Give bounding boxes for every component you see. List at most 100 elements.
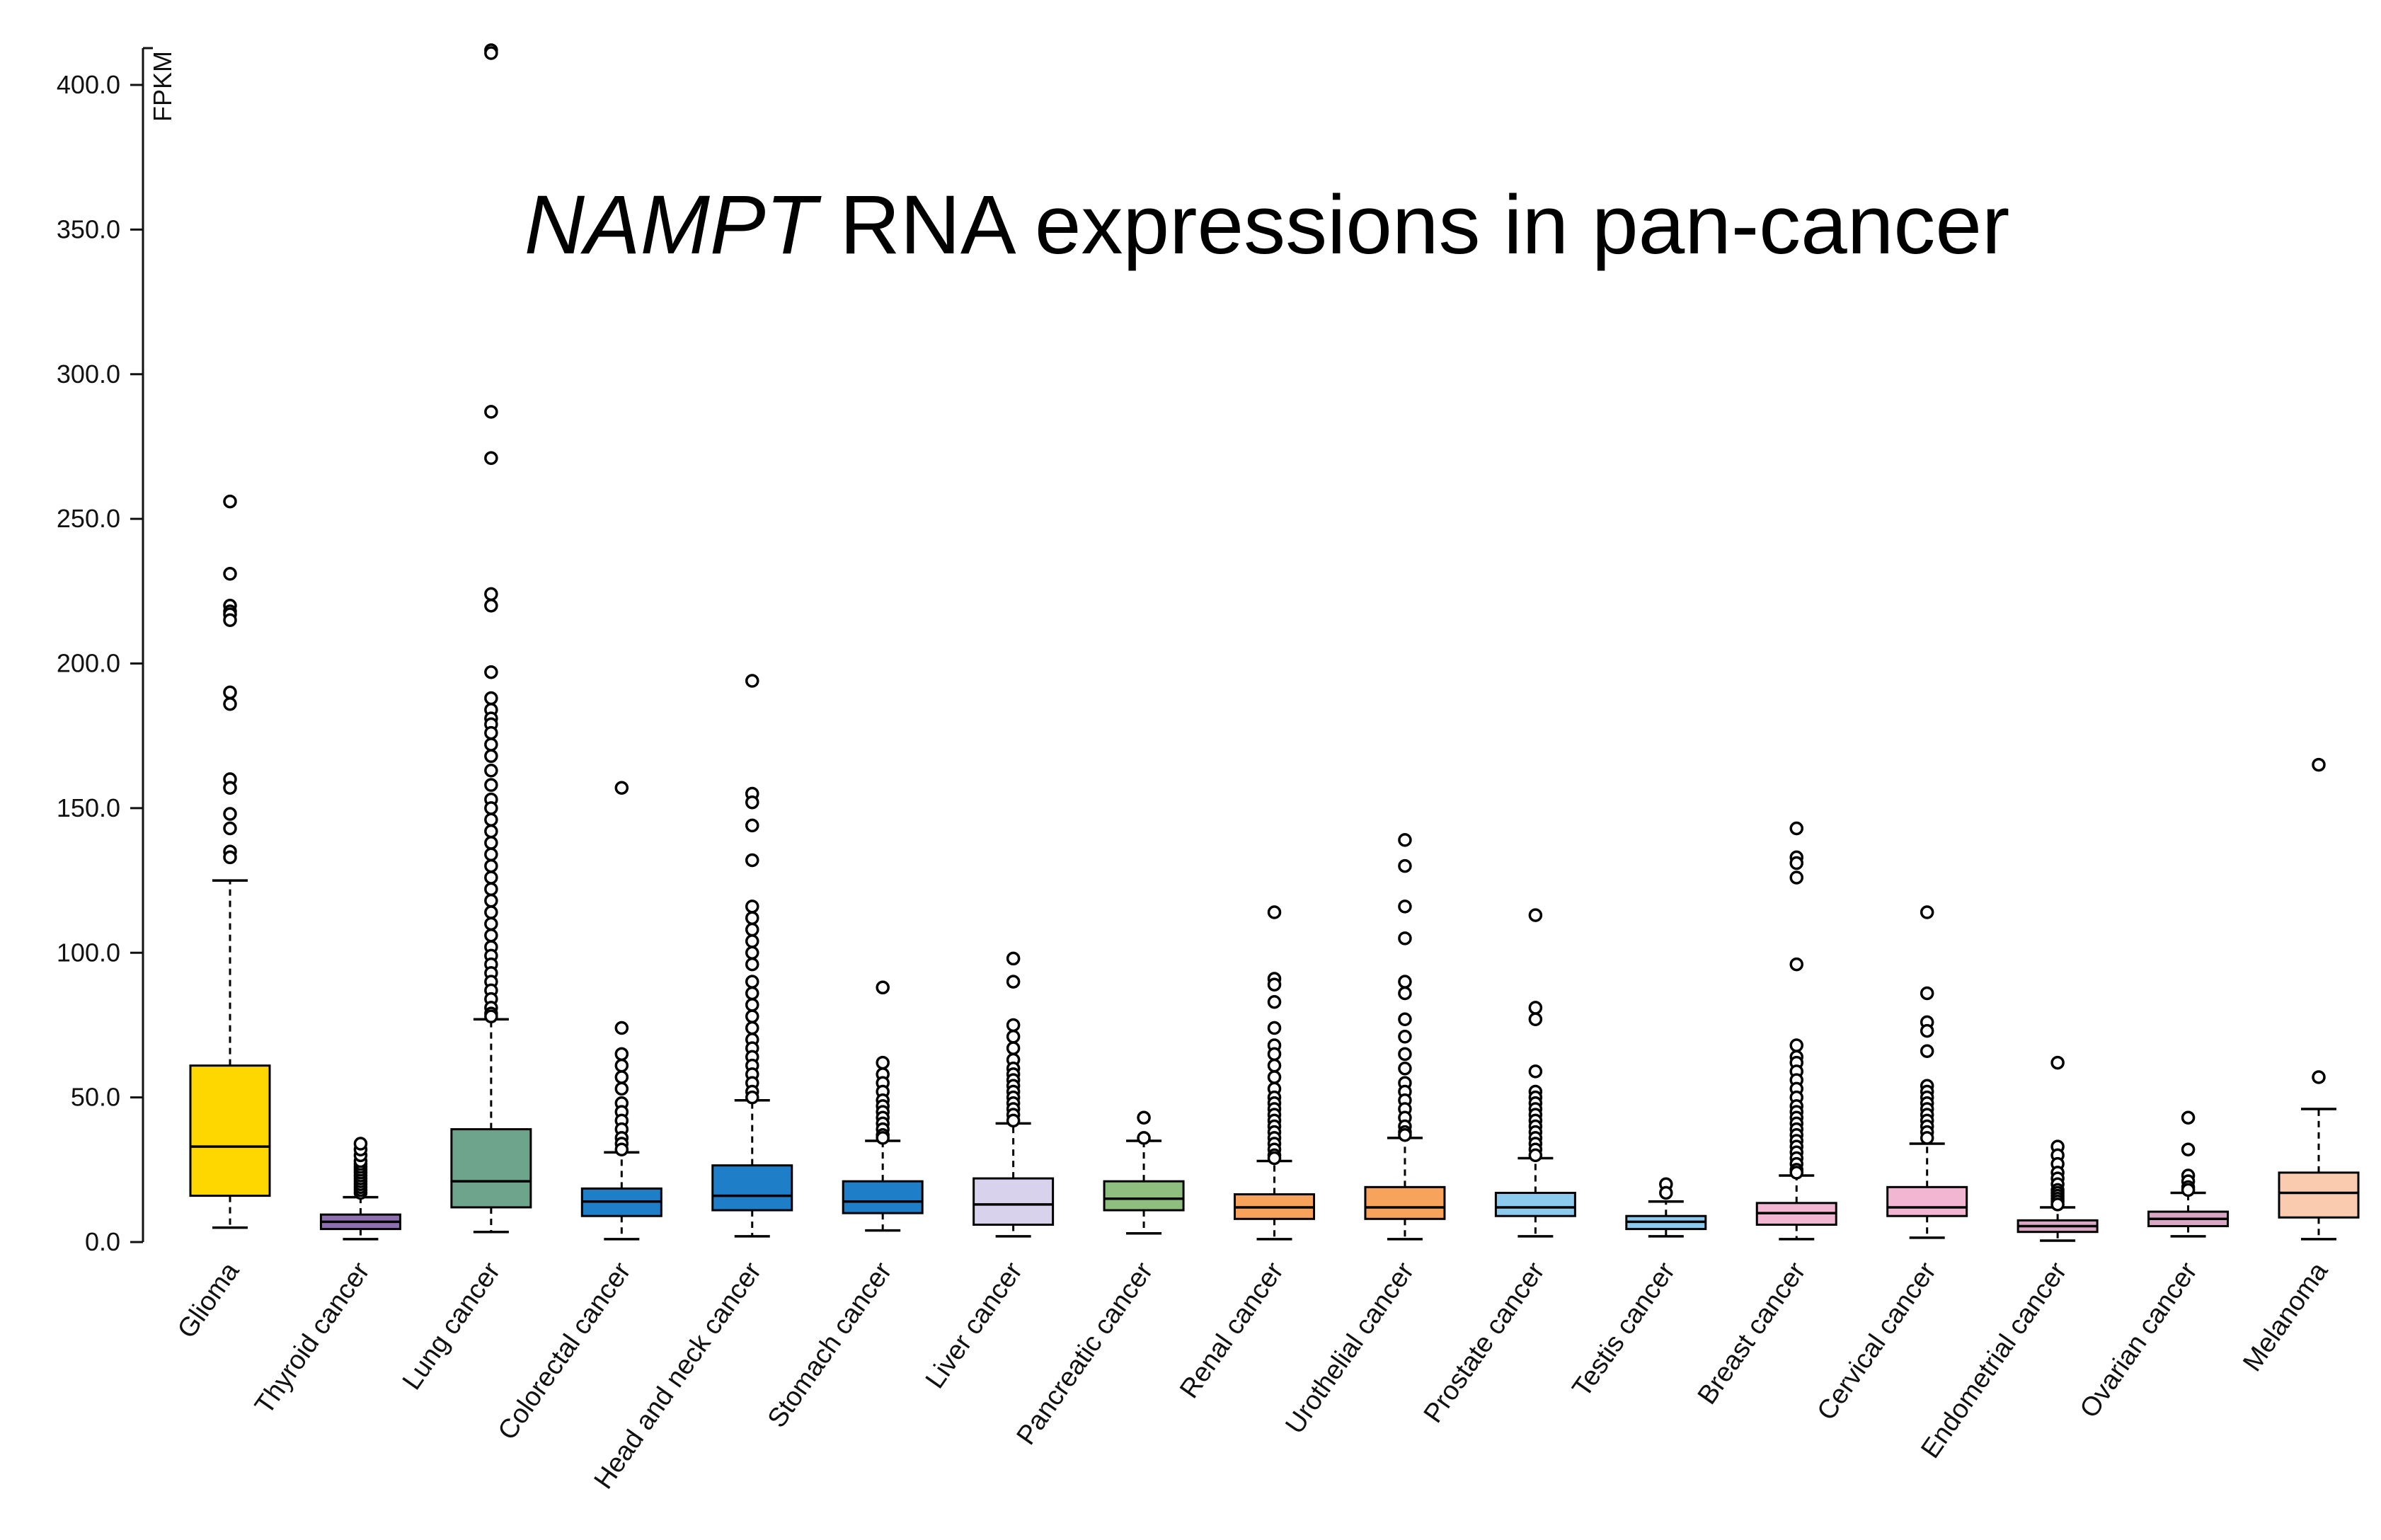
outlier-point <box>223 821 237 836</box>
outlier-point <box>1789 1038 1803 1052</box>
outlier-point <box>1137 1110 1151 1125</box>
category-label: Glioma <box>172 1256 246 1343</box>
outlier-point <box>484 778 498 792</box>
outlier-point <box>1398 900 1412 914</box>
y-tick-label: 200.0 <box>57 649 120 678</box>
outlier-point <box>484 928 498 943</box>
outlier-point <box>745 1090 759 1105</box>
outlier-point <box>484 587 498 602</box>
outlier-point <box>745 946 759 960</box>
outlier-point <box>1920 1023 1934 1038</box>
iqr-box <box>189 1064 271 1197</box>
outlier-point <box>1006 1030 1021 1044</box>
outlier-point <box>484 905 498 919</box>
outlier-point <box>745 900 759 914</box>
outlier-point <box>1789 821 1803 836</box>
outlier-point <box>484 870 498 885</box>
iqr-box <box>973 1177 1055 1226</box>
outlier-point <box>745 853 759 868</box>
outlier-point <box>1398 1062 1412 1076</box>
outlier-point <box>614 781 629 795</box>
outlier-point <box>1267 1070 1282 1084</box>
outlier-point <box>484 763 498 778</box>
box-11 <box>1625 1177 1707 1238</box>
outlier-point <box>745 922 759 937</box>
category-label: Testis cancer <box>1567 1257 1682 1403</box>
y-tick-label: 0.0 <box>85 1227 120 1256</box>
y-tick-label: 350.0 <box>57 214 120 243</box>
outlier-point <box>1267 905 1282 919</box>
outlier-point <box>745 1009 759 1023</box>
category-label: Liver cancer <box>920 1257 1028 1394</box>
outlier-point <box>484 737 498 752</box>
box-7 <box>1103 1110 1185 1235</box>
x-axis-labels: Glioma Thyroid cancer Lung cancerColorecta… <box>172 1256 2334 1494</box>
outlier-point <box>1528 1001 1543 1015</box>
category-label: Endometrial cancer <box>1915 1257 2072 1464</box>
y-tick-label: 400.0 <box>57 70 120 99</box>
box-8 <box>1234 905 1315 1241</box>
iqr-box <box>1886 1185 1968 1217</box>
outlier-point <box>745 986 759 1001</box>
iqr-box <box>1494 1192 1576 1217</box>
outlier-point <box>484 405 498 419</box>
outlier-point <box>1267 1047 1282 1062</box>
box-15 <box>2147 1110 2230 1238</box>
outlier-point <box>484 691 498 706</box>
outlier-point <box>1789 1166 1803 1180</box>
outlier-point <box>876 1055 890 1070</box>
y-tick-label: 100.0 <box>57 938 120 967</box>
outlier-point <box>1137 1131 1151 1145</box>
outlier-point <box>2312 757 2326 772</box>
outlier-point <box>1398 975 1412 989</box>
outlier-point <box>745 975 759 989</box>
iqr-box <box>2278 1171 2360 1219</box>
y-axis: 0.0 50.0 100.0 150.0 200.0 250.0 300.0 350.0 400… <box>57 47 177 1256</box>
category-label: Renal cancer <box>1174 1257 1290 1404</box>
outlier-point <box>2312 1070 2326 1084</box>
outlier-point <box>614 1142 629 1156</box>
box-5 <box>842 980 924 1232</box>
box-3 <box>580 781 662 1241</box>
outlier-point <box>484 451 498 466</box>
outlier-point <box>223 696 237 711</box>
category-label: Prostate cancer <box>1418 1257 1551 1428</box>
category-label: Melanoma <box>2237 1256 2334 1377</box>
outlier-point <box>1398 858 1412 873</box>
box-6 <box>973 951 1055 1238</box>
outlier-point <box>745 934 759 948</box>
box-series <box>189 43 2360 1242</box>
iqr-box <box>842 1180 924 1214</box>
outlier-point <box>2181 1142 2196 1156</box>
outlier-point <box>484 916 498 931</box>
outlier-point <box>614 1070 629 1084</box>
outlier-point <box>353 1137 368 1151</box>
category-label: Cervical cancer <box>1811 1257 1942 1426</box>
outlier-point <box>1267 994 1282 1009</box>
outlier-point <box>2050 1197 2065 1212</box>
category-label: Lung cancer <box>397 1257 507 1396</box>
outlier-point <box>876 980 890 995</box>
outlier-point <box>1398 1012 1412 1027</box>
box-4 <box>711 674 793 1238</box>
box-10 <box>1494 908 1576 1238</box>
outlier-point <box>745 957 759 972</box>
outlier-point <box>1920 1044 1934 1058</box>
outlier-point <box>223 807 237 821</box>
outlier-point <box>484 858 498 873</box>
iqr-box <box>450 1128 532 1209</box>
chart-title-gene: NAMPT <box>524 178 822 272</box>
box-16 <box>2278 757 2360 1241</box>
chart-title-rest: RNA expressions in pan-cancer <box>817 178 2010 272</box>
box-12 <box>1755 821 1837 1241</box>
outlier-point <box>2181 1110 2196 1125</box>
y-tick-label: 250.0 <box>57 504 120 533</box>
outlier-point <box>2050 1055 2065 1070</box>
outlier-point <box>1398 931 1412 946</box>
y-axis-label: FPKM <box>148 51 177 122</box>
outlier-point <box>1267 1058 1282 1073</box>
outlier-point <box>745 911 759 925</box>
outlier-point <box>484 812 498 827</box>
outlier-point <box>1789 856 1803 870</box>
